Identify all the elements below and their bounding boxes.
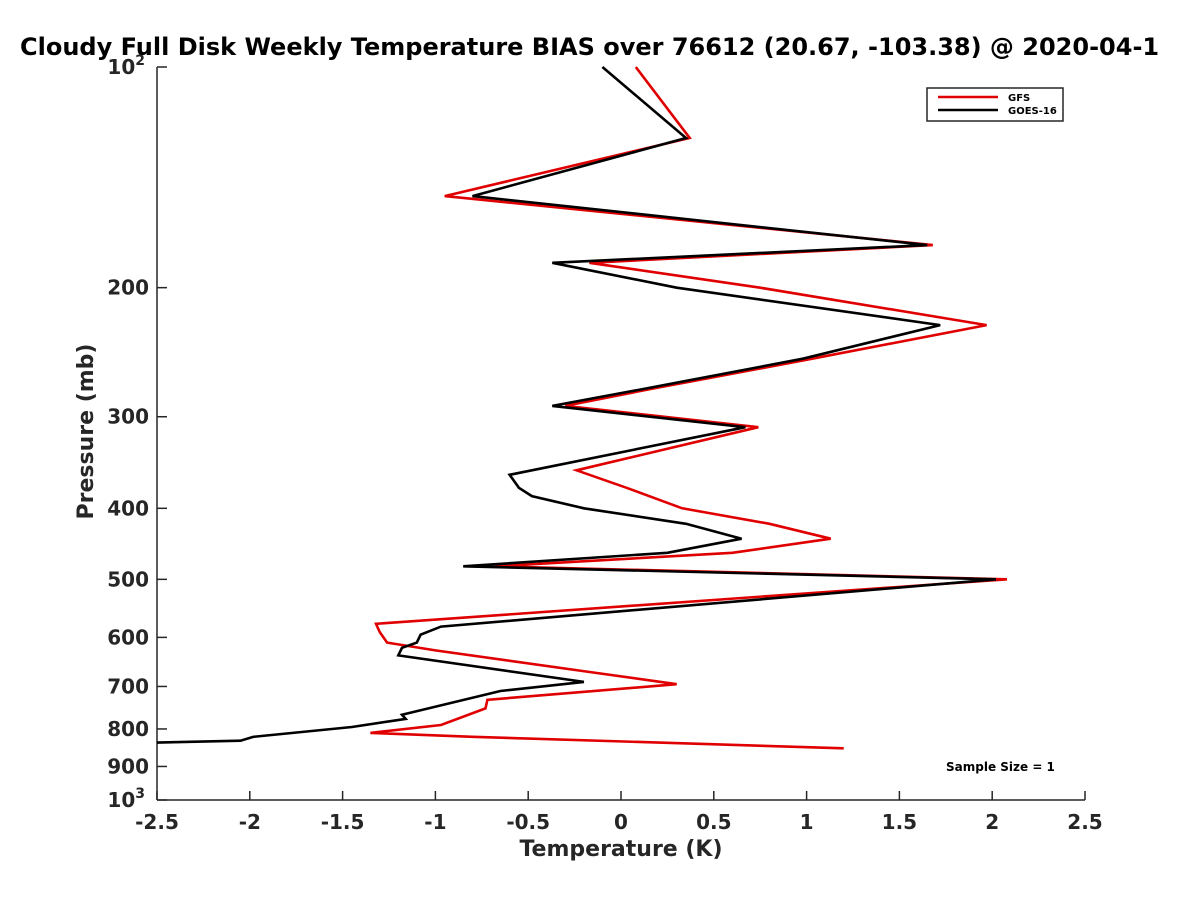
y-tick-label: 400	[107, 496, 149, 520]
y-tick-label: 300	[107, 405, 149, 429]
y-tick-label: 900	[107, 754, 149, 778]
series-line-gfs	[370, 66, 1008, 750]
chart-title: Cloudy Full Disk Weekly Temperature BIAS…	[20, 33, 1159, 61]
power-base: 10	[107, 55, 135, 79]
y-tick-label: 200	[107, 276, 149, 300]
y-tick-label-power: 103	[107, 786, 145, 812]
y-tick-label: 700	[107, 674, 149, 698]
x-tick-label: 1.5	[882, 810, 917, 834]
y-tick-label: 800	[107, 717, 149, 741]
power-exponent: 3	[135, 786, 145, 802]
x-tick-label: 2	[985, 810, 999, 834]
axes: -2.5 -2 -1.5 -1 -0.5 0 0.5 1 1.5 2 2.5 200 300 400 500…	[74, 53, 1103, 862]
y-tick-label-power: 102	[107, 53, 145, 79]
x-axis-label: Temperature (K)	[519, 837, 722, 862]
series-line-goes-16	[156, 66, 997, 744]
x-tick-label: 0.5	[696, 810, 731, 834]
x-tick-label: -1.5	[321, 810, 365, 834]
legend-box	[926, 87, 1064, 122]
x-tick-label: -2.5	[135, 810, 179, 834]
legend-label: GFS	[1008, 93, 1030, 104]
x-tick-label: -0.5	[506, 810, 550, 834]
x-tick-label: -1	[424, 810, 446, 834]
x-tick-label: 1	[800, 810, 814, 834]
legend: GFS GOES-16	[926, 87, 1064, 122]
x-tick-label: 2.5	[1067, 810, 1102, 834]
series-layer	[156, 66, 1008, 750]
sample-size-annotation: Sample Size = 1	[946, 760, 1055, 774]
legend-label: GOES-16	[1008, 106, 1057, 117]
x-tick-label: -2	[239, 810, 261, 834]
power-base: 10	[107, 788, 135, 812]
x-tick-label: 0	[614, 810, 628, 834]
y-axis-label: Pressure (mb)	[74, 344, 99, 520]
y-tick-label: 500	[107, 567, 149, 591]
power-exponent: 2	[135, 53, 145, 69]
y-tick-label: 600	[107, 625, 149, 649]
